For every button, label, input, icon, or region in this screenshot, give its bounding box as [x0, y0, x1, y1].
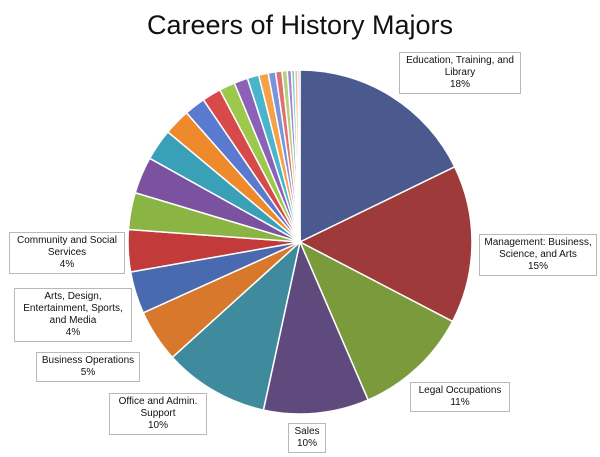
callout-label: Arts, Design, Entertainment, Sports, and…	[23, 291, 123, 326]
callout-label: Community and Social Services	[16, 235, 118, 258]
callout-value: 15%	[527, 261, 548, 272]
callout-value: 4%	[59, 259, 75, 270]
callout-community-social: Community and Social Services 4%	[9, 232, 125, 274]
callout-legal: Legal Occupations 11%	[410, 382, 510, 412]
pie-slice-4	[171, 239, 302, 411]
callout-business-operations: Business Operations 5%	[36, 352, 140, 382]
callout-office-admin: Office and Admin. Support 10%	[109, 393, 207, 435]
callout-value: 4%	[65, 327, 81, 338]
callout-value: 18%	[449, 79, 470, 90]
callout-value: 5%	[80, 367, 96, 378]
chart-title: Careers of History Majors	[146, 10, 454, 40]
callout-value: 10%	[147, 420, 168, 431]
pie-slice-1	[298, 165, 473, 323]
pie-slice-3	[262, 239, 370, 415]
pie-slice-2	[298, 240, 454, 401]
callout-sales: Sales 10%	[288, 423, 326, 453]
callout-education: Education, Training, and Library 18%	[399, 52, 521, 94]
callout-label: Office and Admin. Support	[118, 396, 198, 419]
pie-slice-24	[297, 69, 301, 243]
pie-slices	[127, 69, 473, 415]
pie-slice-0	[299, 69, 456, 244]
callout-management: Management: Business, Science, and Arts …	[479, 234, 597, 276]
callout-value: 11%	[450, 397, 470, 408]
callout-label: Education, Training, and Library	[406, 55, 514, 78]
callout-arts-design: Arts, Design, Entertainment, Sports, and…	[14, 288, 132, 342]
callout-label: Sales	[294, 426, 320, 437]
callout-label: Management: Business, Science, and Arts	[484, 237, 592, 260]
callout-label: Business Operations	[41, 355, 135, 366]
callout-label: Legal Occupations	[418, 385, 502, 396]
callout-value: 10%	[296, 438, 317, 449]
